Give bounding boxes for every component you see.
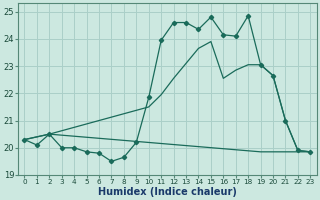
X-axis label: Humidex (Indice chaleur): Humidex (Indice chaleur) [98, 187, 237, 197]
